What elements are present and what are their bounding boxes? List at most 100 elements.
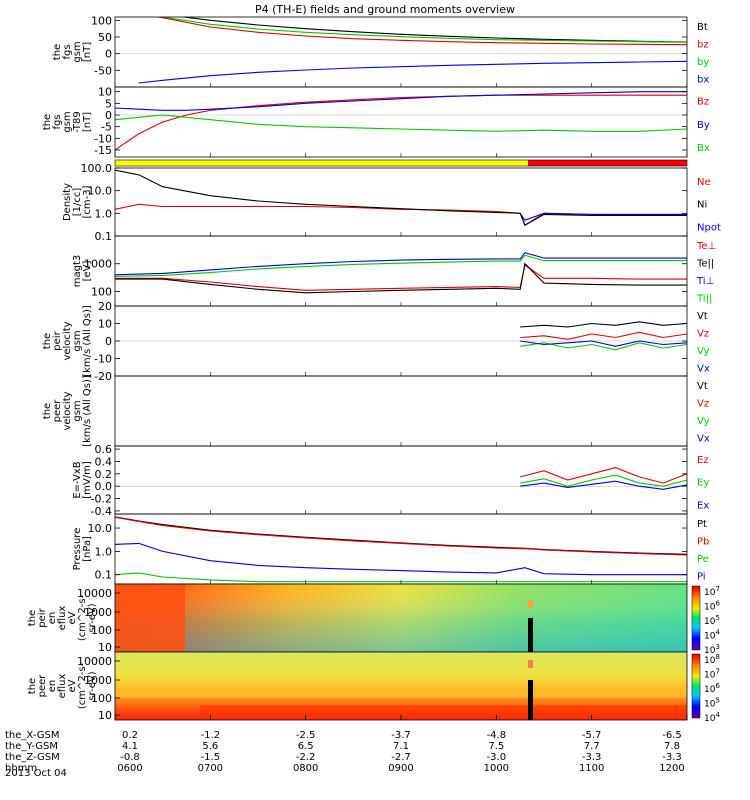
fgs-gsm-legend-bx: bx [697,75,709,86]
temperature-legend-te: Te⊥ [696,241,716,252]
fgs-gsm-dtrend-series-bx [115,114,687,132]
density-ylabel: Density[1/cc][cm-3] [62,183,93,221]
fgs-gsm-series-by [160,17,687,43]
fgs-gsm-dtrend-ytick: -5 [101,121,112,134]
fgs-gsm-series-bz [155,17,687,46]
pressure-series-pt [115,516,687,555]
efield-legend-ez: Ez [697,455,709,466]
temperature-series-te [115,262,687,294]
x-axis-value-y: 6.5 [298,741,314,752]
fgs-gsm-ytick: -50 [94,64,112,77]
fgs-gsm-series-bx [138,60,687,84]
temperature-legend-te: Te|| [696,259,714,270]
peir-en-eflux-colorbar-tick: 107 [704,585,720,598]
x-axis-value-z: -2.7 [391,752,411,763]
x-axis-value-x: 0.2 [122,730,138,741]
x-axis-row-label: hhmm [5,763,37,774]
plot-title: P4 (TH-E) fields and ground moments over… [255,3,515,16]
peer-en-eflux-ytick: 10000 [77,655,112,668]
fgs-gsm-legend-bt: Bt [697,22,708,33]
peer-en-eflux-colorbar-tick: 105 [704,697,720,710]
peer-velocity-legend-vy: Vy [697,416,710,427]
fgs-gsm-dtrend-legend-bx: Bx [697,143,710,154]
x-axis-value-y: 7.1 [393,741,409,752]
peir-velocity-legend-vt: Vt [697,311,708,322]
x-axis-value-y: 7.7 [584,741,600,752]
fgs-gsm-dtrend-ytick: 5 [105,97,112,110]
peir-en-eflux-ytick: 10 [98,641,112,654]
efield-series-ex [520,480,687,490]
peer-en-eflux-ytick: 10 [98,709,112,722]
peir-en-eflux-ytick: 10000 [77,587,112,600]
date-label: 2013 Oct 04 [5,768,67,779]
efield-ytick: 0.0 [95,480,113,493]
peer-spectrogram-gap [528,680,533,720]
pressure-ylabel: Pressure[nPa] [72,528,93,571]
state-bar-red [528,160,687,166]
fgs-gsm-dtrend-legend-bz: Bz [697,97,709,108]
pressure-series-pi [115,542,687,576]
x-axis-value-hhmm: 0700 [198,763,223,774]
fgs-gsm-dtrend-ytick: -15 [94,144,112,157]
x-axis-row-label: the_X-GSM [5,730,59,741]
temperature-ytick: 1000 [84,258,112,271]
peir-velocity-legend-vx: Vx [697,364,710,375]
panel-efield: 0.60.40.20.0-0.2-0.4 E=-VxB[mV/m] Ez Ey Ex [72,443,709,518]
x-axis-value-x: -6.5 [662,730,682,741]
temperature-legend-ti: Ti⊥ [696,276,714,287]
fgs-gsm-dtrend-series-by [115,91,687,111]
temperature-ylabel: magt3[eV] [72,255,93,288]
density-legend-ni: Ni [697,200,707,211]
fgs-gsm-ytick: 100 [91,14,112,27]
peir-velocity-ytick: -10 [94,353,112,366]
peer-velocity-legend-vt: Vt [697,381,708,392]
peer-en-eflux-colorbar-tick: 106 [704,682,720,695]
pressure-legend-pi: Pi [697,572,706,583]
state-bar [114,159,688,167]
fgs-gsm-dtrend-ytick: -10 [94,132,112,145]
pressure-series-pb [115,516,687,556]
temperature-series-te [115,264,687,291]
panel-peer-spectrogram [114,651,688,721]
peir-velocity-ytick: 10 [98,318,112,331]
peer-velocity-legend-vz: Vz [697,399,709,410]
fgs-gsm-dtrend-series-bz [115,94,687,151]
efield-series-ey [520,474,687,487]
efield-legend-ex: Ex [697,500,709,511]
x-axis-row-label: the_Y-GSM [5,741,58,752]
density-ytick: 1.0 [95,207,113,220]
fgs-gsm-ylabel: thefgsgsm[nT] [52,41,93,62]
peir-velocity-ytick: -20 [94,370,112,383]
panel-peer-velocity: thepeervelocitygsm[km/s (All Qs)] Vt Vz Vy V… [42,375,710,447]
efield-ytick: -0.2 [91,493,112,506]
density-legend-npot: Npot [697,222,721,233]
density-legend-ne: Ne [697,177,711,188]
peer-en-eflux-ylabel: thepeerenefluxeV(cm^2-s-sr-eV) [27,662,98,709]
fgs-gsm-dtrend-legend-by: By [697,120,710,131]
temperature-ytick: 100 [91,285,112,298]
efield-legend-ey: Ey [697,478,709,489]
x-axis-value-x: -3.7 [391,730,411,741]
x-axis-value-y: 7.5 [488,741,504,752]
x-axis-row-label: the_Z-GSM [5,752,60,763]
pressure-ytick: 0.1 [95,569,113,582]
peer-en-eflux-colorbar-tick: 104 [704,711,720,724]
x-axis-value-hhmm: 0800 [293,763,318,774]
peir-velocity-ytick: 0 [105,335,112,348]
peir-en-eflux-colorbar-tick: 103 [704,643,720,656]
peir-velocity-series-vz [520,331,687,340]
pressure-ytick: 1.0 [95,545,113,558]
density-series-npot [519,212,687,221]
peir-velocity-series-vt [520,321,687,328]
density-series-ni [115,169,687,226]
peir-spectrogram-gap [528,618,533,652]
peir-en-eflux-ylabel: thepeirenefluxeV(cm^2-s-sr-eV) [27,594,98,641]
fgs-gsm-series-bt [179,17,687,43]
x-axis-value-x: -5.7 [582,730,602,741]
